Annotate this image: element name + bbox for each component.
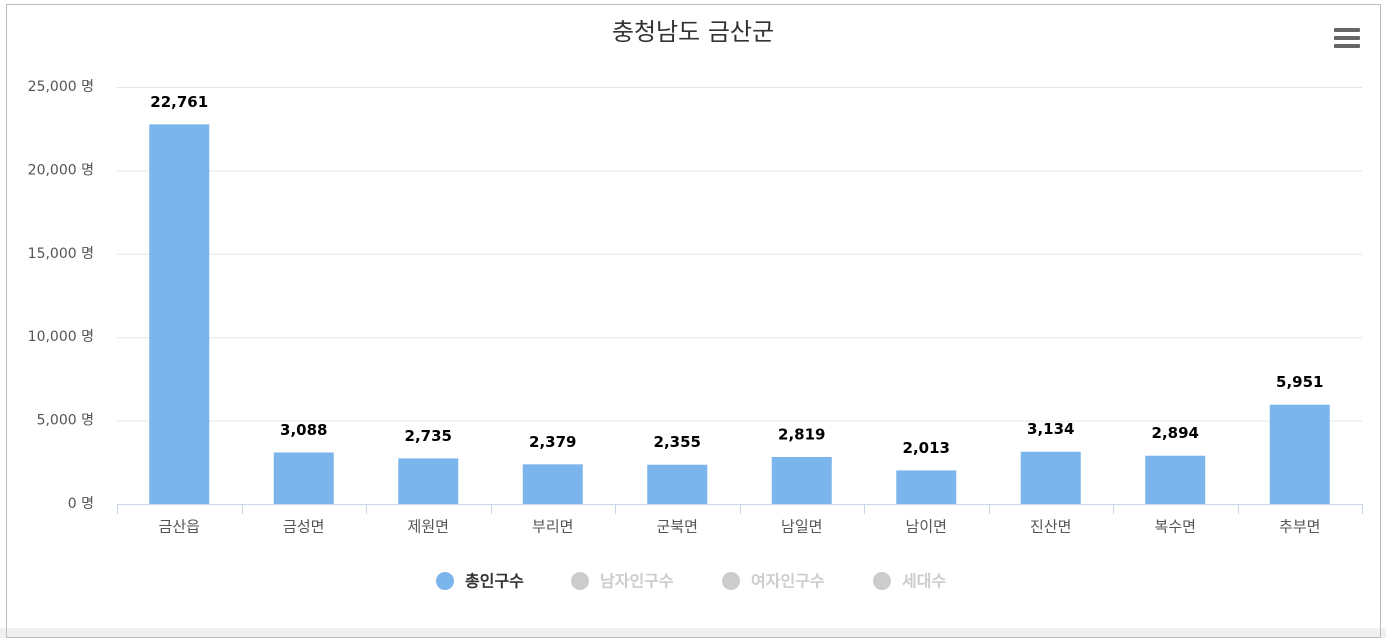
data-label: 2,013 [903,439,950,457]
footer-band [0,628,1386,638]
data-label: 3,134 [1027,420,1074,438]
data-label: 22,761 [150,93,208,111]
data-label: 2,894 [1152,424,1199,442]
y-tick-label: 20,000 명 [28,162,94,178]
bar [647,464,708,504]
data-label: 2,735 [405,427,452,445]
x-tick-label: 남이면 [906,518,947,536]
y-tick-label: 25,000 명 [28,79,94,95]
menu-bar [1334,28,1360,32]
legend-label[interactable]: 여자인구수 [751,572,825,591]
legend-label[interactable]: 남자인구수 [600,572,674,591]
y-tick-label: 10,000 명 [28,329,94,345]
legend-label[interactable]: 총인구수 [465,572,524,591]
bar [896,470,957,504]
bar [1269,404,1330,504]
bar [398,458,459,504]
menu-bar [1334,44,1360,48]
bar [1145,455,1206,504]
x-tick-label: 진산면 [1030,518,1071,536]
data-label: 5,951 [1276,373,1323,391]
menu-button[interactable] [1334,28,1360,48]
y-tick-label: 5,000 명 [37,413,94,429]
y-tick-label: 15,000 명 [28,246,94,262]
chart-title: 충청남도 금산군 [612,18,774,46]
data-label: 2,355 [654,433,701,451]
bar [1020,451,1081,504]
x-tick-label: 복수면 [1155,518,1196,536]
legend-label[interactable]: 세대수 [902,572,946,591]
legend-symbol[interactable] [722,572,740,590]
bar [273,452,334,504]
x-tick-label: 부리면 [532,518,573,536]
legend-symbol[interactable] [436,572,454,590]
x-tick-label: 남일면 [781,518,822,536]
x-tick-label: 제원면 [408,518,449,536]
x-tick-label: 금성면 [283,518,324,536]
y-tick-label: 0 명 [68,496,94,512]
legend-symbol[interactable] [571,572,589,590]
x-tick-label: 군북면 [657,518,698,536]
data-label: 2,819 [778,425,825,443]
bar [149,124,210,504]
legend-symbol[interactable] [873,572,891,590]
data-label: 2,379 [529,433,576,451]
bar [522,464,583,504]
data-label: 3,088 [280,421,327,439]
x-tick-label: 금산읍 [159,518,200,536]
menu-bar [1334,36,1360,40]
x-tick-label: 추부면 [1279,518,1320,536]
bar [771,456,832,504]
